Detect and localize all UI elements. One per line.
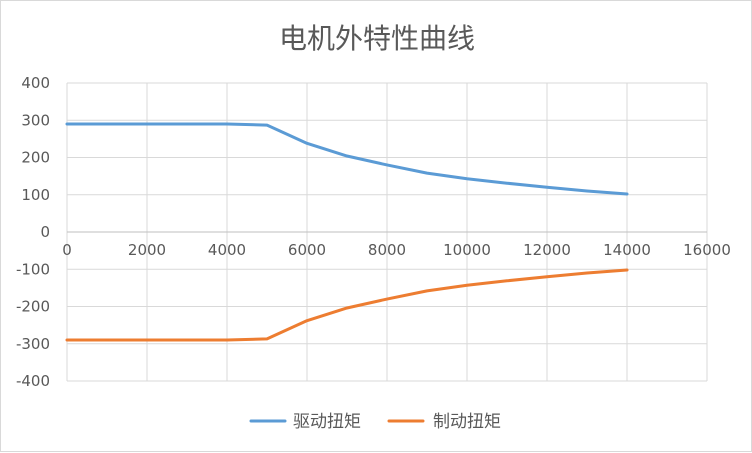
legend-label: 制动扭矩	[433, 412, 501, 432]
series-1-point-4	[226, 339, 229, 342]
y-tick-label: 300	[21, 111, 50, 129]
y-tick-label: 400	[21, 74, 50, 92]
series-0-point-11	[506, 182, 509, 185]
series-1-point-12	[546, 275, 549, 278]
series-1-point-7	[346, 306, 349, 309]
series-1-point-8	[386, 298, 389, 301]
series-1-point-13	[586, 271, 589, 274]
chart-title: 电机外特性曲线	[279, 22, 475, 55]
y-tick-label: -200	[16, 298, 50, 316]
x-tick-label: 16000	[683, 241, 731, 259]
series-1-point-9	[426, 289, 429, 292]
series-1-point-2	[146, 339, 149, 342]
x-tick-label: 14000	[603, 241, 651, 259]
legend-item-0: 驱动扭矩	[249, 412, 361, 432]
x-tick-label: 12000	[523, 241, 571, 259]
series-1-point-3	[186, 339, 189, 342]
y-tick-label: 100	[21, 186, 50, 204]
series-0-point-6	[306, 142, 309, 145]
series-0-point-5	[266, 124, 269, 127]
series-1-point-14	[626, 268, 629, 271]
legend-item-1: 制动扭矩	[387, 412, 501, 432]
series-0-point-10	[466, 177, 469, 180]
series-0-point-9	[426, 172, 429, 175]
series-line-0	[65, 122, 629, 196]
series-0-point-8	[386, 163, 389, 166]
series-1-point-5	[266, 337, 269, 340]
y-tick-label: -400	[16, 372, 50, 390]
x-tick-label: 10000	[443, 241, 491, 259]
y-tick-label: -100	[16, 260, 50, 278]
series-0-point-2	[146, 122, 149, 125]
series-0-point-1	[106, 122, 109, 125]
legend-label: 驱动扭矩	[293, 412, 361, 432]
y-tick-label: -300	[16, 335, 50, 353]
legend: 驱动扭矩 制动扭矩	[249, 412, 501, 432]
series-0-point-13	[586, 190, 589, 193]
x-tick-label: 4000	[208, 241, 246, 259]
x-tick-label: 0	[62, 241, 72, 259]
series-1-point-10	[466, 284, 469, 287]
x-tick-label: 6000	[288, 241, 326, 259]
series-1-point-11	[506, 279, 509, 282]
x-tick-label: 8000	[368, 241, 406, 259]
series-0-point-3	[186, 122, 189, 125]
series-1-point-1	[106, 339, 109, 342]
x-tick-label: 2000	[128, 241, 166, 259]
series-1-point-0	[66, 339, 69, 342]
series-1-point-6	[306, 319, 309, 322]
axis-layer: 400 300 200 100 0 -100 -200 -300 -400 0 2000 4000 60…	[16, 74, 731, 390]
y-tick-label: 0	[40, 223, 50, 241]
series-layer	[65, 122, 629, 342]
series-line-1	[65, 268, 629, 342]
series-0-point-12	[546, 186, 549, 189]
y-tick-label: 200	[21, 149, 50, 167]
series-0-point-0	[66, 122, 69, 125]
series-0-point-7	[346, 155, 349, 158]
series-0-point-14	[626, 193, 629, 196]
series-0-point-4	[226, 122, 229, 125]
